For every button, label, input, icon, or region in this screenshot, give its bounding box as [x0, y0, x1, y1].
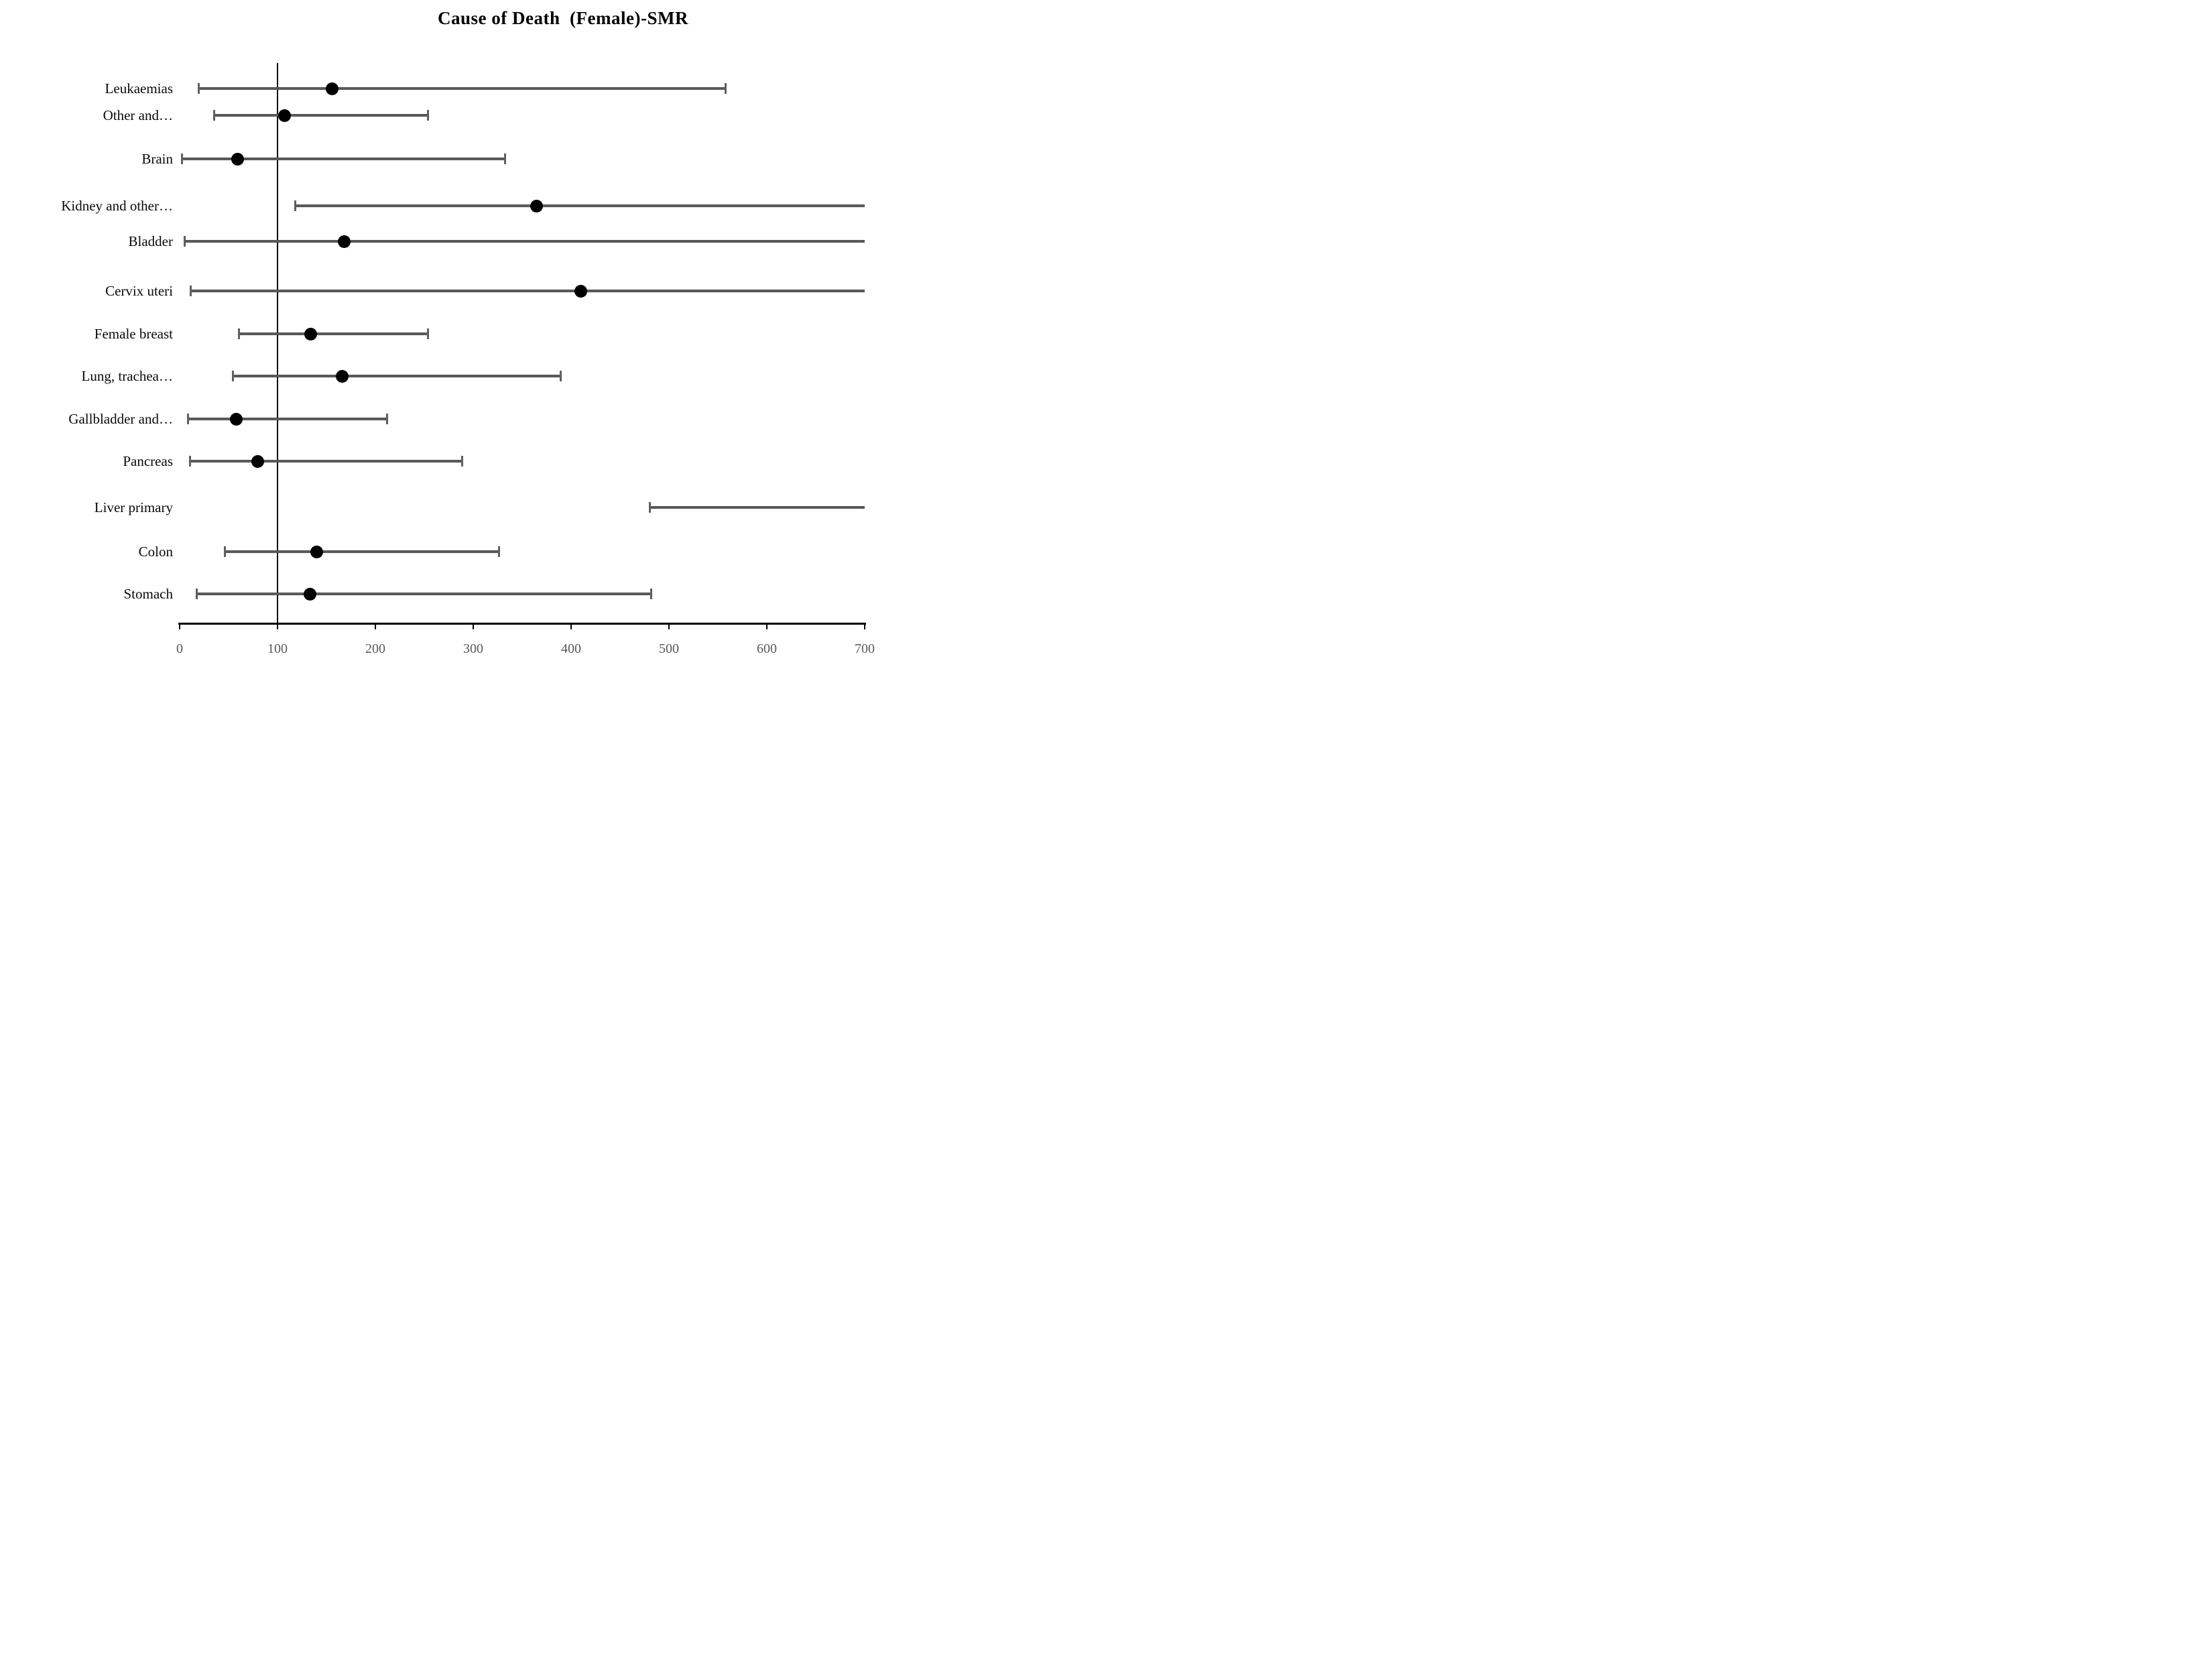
- x-axis-tick-label: 300: [463, 641, 483, 656]
- error-bar: [198, 87, 726, 90]
- error-bar-right-cap: [385, 414, 388, 424]
- category-label: Lung, trachea…: [81, 368, 173, 384]
- error-bar-left-cap: [197, 83, 200, 94]
- x-axis-tick: [277, 623, 278, 629]
- error-bar: [214, 114, 428, 117]
- category-label: Stomach: [123, 586, 174, 602]
- x-axis-tick: [375, 623, 376, 629]
- error-bar: [190, 290, 865, 292]
- x-axis-tick-label: 200: [365, 641, 385, 656]
- chart-title: Cause of Death (Female)-SMR: [438, 8, 688, 28]
- error-bar-left-cap: [186, 414, 189, 424]
- error-bar-left-cap: [195, 588, 198, 599]
- category-label: Leukaemias: [105, 80, 173, 97]
- error-bar-left-cap: [294, 200, 297, 211]
- error-bar-left-cap: [190, 286, 192, 296]
- error-bar-right-cap: [724, 83, 727, 94]
- error-bar-right-cap: [460, 456, 463, 467]
- x-axis-tick: [473, 623, 474, 629]
- error-bar: [295, 204, 865, 207]
- data-point: [574, 284, 588, 298]
- category-label: Colon: [138, 544, 173, 560]
- error-bar-right-cap: [426, 110, 429, 121]
- error-bar-left-cap: [213, 110, 216, 121]
- data-point: [303, 587, 316, 601]
- category-label: Other and…: [103, 107, 173, 123]
- data-point: [335, 369, 349, 383]
- category-label: Brain: [141, 151, 173, 167]
- error-bar-left-cap: [180, 153, 183, 164]
- error-bar: [232, 375, 562, 377]
- x-axis-tick-label: 500: [659, 641, 679, 656]
- data-point: [278, 109, 291, 122]
- category-label: Liver primary: [94, 499, 173, 515]
- error-bar: [238, 332, 428, 335]
- x-axis-tick-label: 400: [561, 641, 581, 656]
- x-axis-tick: [766, 623, 767, 629]
- x-axis-tick: [668, 623, 670, 629]
- error-bar-left-cap: [648, 502, 651, 513]
- x-axis-tick: [864, 623, 865, 629]
- x-axis-tick-label: 100: [267, 641, 288, 656]
- error-bar-right-cap: [498, 546, 501, 557]
- category-label: Cervix uteri: [105, 283, 173, 299]
- data-point: [310, 545, 323, 558]
- error-bar-left-cap: [231, 371, 234, 381]
- error-bar-left-cap: [237, 328, 240, 339]
- data-point: [326, 82, 339, 95]
- x-axis-tick: [570, 623, 572, 629]
- data-point: [251, 454, 265, 468]
- error-bar-left-cap: [224, 546, 227, 557]
- error-bar: [189, 460, 463, 462]
- data-point: [231, 152, 244, 166]
- error-bar: [649, 506, 865, 509]
- error-bar-right-cap: [504, 153, 507, 164]
- error-bar-left-cap: [184, 236, 186, 247]
- x-axis-tick-label: 700: [855, 641, 875, 656]
- x-axis-tick-label: 0: [176, 641, 183, 656]
- error-bar-right-cap: [650, 588, 652, 599]
- error-bar-right-cap: [426, 328, 429, 339]
- error-bar-left-cap: [188, 456, 191, 467]
- error-bar: [181, 158, 506, 160]
- x-axis-tick: [179, 623, 180, 629]
- category-label: Female breast: [94, 326, 173, 342]
- category-label: Kidney and other…: [61, 198, 173, 214]
- data-point: [530, 199, 544, 212]
- data-point: [230, 412, 243, 426]
- category-label: Gallbladder and…: [68, 411, 173, 427]
- error-bar: [225, 550, 500, 553]
- x-axis-line: [178, 623, 866, 625]
- chart-canvas: Cause of Death (Female)-SMR Leukaemias Ot…: [0, 0, 885, 671]
- data-point: [337, 235, 351, 248]
- category-label: Bladder: [128, 233, 173, 249]
- data-point: [304, 327, 318, 340]
- reference-line-100: [277, 63, 278, 623]
- category-label: Pancreas: [123, 453, 173, 469]
- error-bar: [196, 593, 652, 595]
- error-bar: [184, 240, 865, 243]
- x-axis-tick-label: 600: [757, 641, 777, 656]
- error-bar-right-cap: [560, 371, 562, 381]
- error-bar: [187, 418, 387, 420]
